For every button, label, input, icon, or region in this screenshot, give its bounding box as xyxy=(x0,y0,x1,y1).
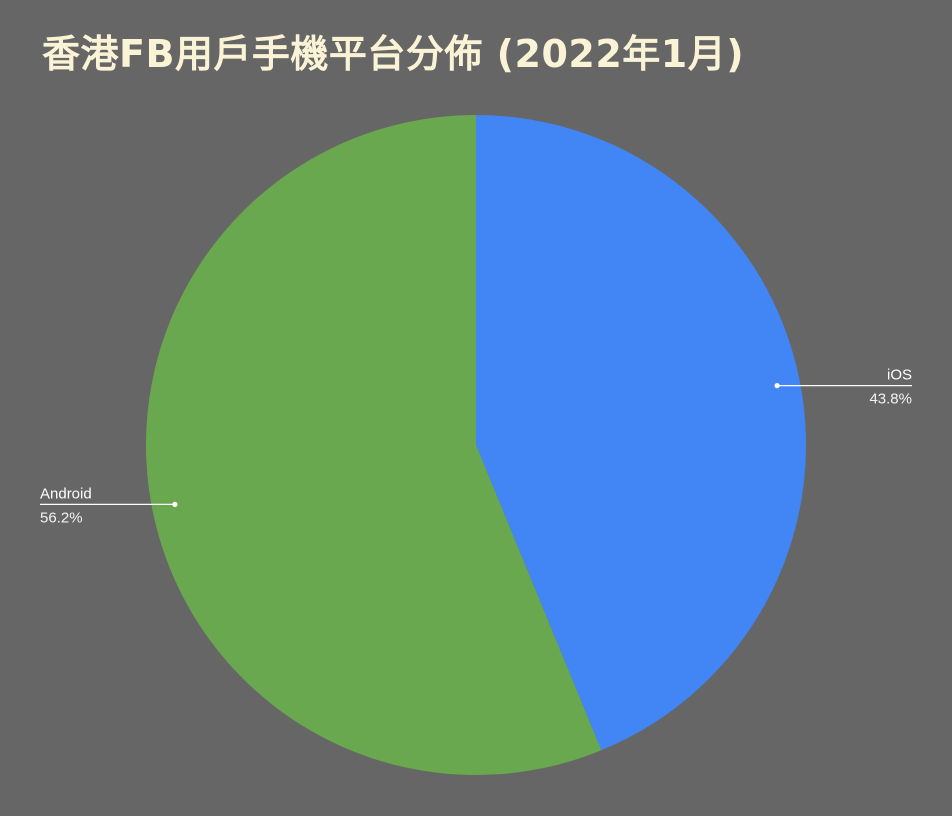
slice-value-android: 56.2% xyxy=(40,509,83,526)
pie-slice-android xyxy=(145,115,602,775)
slice-label-android: Android xyxy=(40,485,92,502)
leader-dot-ios xyxy=(774,382,780,389)
slice-value-ios: 43.8% xyxy=(869,391,912,408)
leader-dot-android xyxy=(172,501,178,508)
chart-title: 香港FB用戶手機平台分佈 (2022年1月) xyxy=(42,32,745,76)
pie-slice-ios xyxy=(476,115,806,751)
slice-label-ios: iOS xyxy=(887,367,912,384)
